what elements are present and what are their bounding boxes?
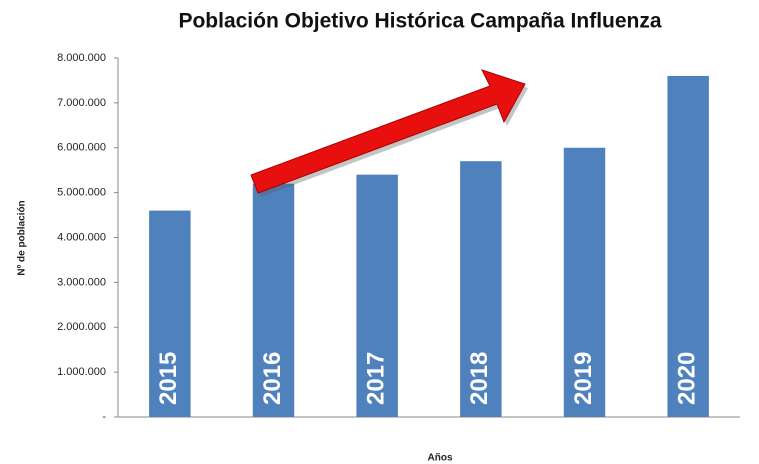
y-tick-label: - [102,411,106,423]
y-axis-title: Nº de población [17,200,28,275]
x-axis-title: Años [428,453,453,464]
y-tick-label: 5.000.000 [57,187,106,199]
bar-category-label: 2020 [674,352,701,405]
bar [460,161,502,417]
y-tick-label: 7.000.000 [57,97,106,109]
y-tick-label: 1.000.000 [57,366,106,378]
y-tick-label: 6.000.000 [57,142,106,154]
bar [252,183,295,417]
bar-category-label: 2019 [570,352,597,405]
bar-category-label: 2016 [259,352,286,405]
bar [667,75,709,417]
arrow [250,69,528,197]
y-tick-label: 8.000.000 [57,52,106,64]
arrow-shape [250,69,526,194]
bar-category-label: 2015 [155,352,182,405]
y-tick-label: 4.000.000 [57,231,106,243]
bar [149,210,191,417]
bars: 2015 2016 2017 2018 2019 2020 [149,75,709,417]
bar-category-label: 2017 [363,352,390,405]
y-tick-label: 2.000.000 [57,321,106,333]
bar [356,174,398,417]
bar [563,147,606,417]
bar-category-label: 2018 [466,352,493,405]
chart-title: Población Objetivo Histórica Campaña Inf… [178,10,661,33]
y-tick-label: 3.000.000 [57,276,106,288]
